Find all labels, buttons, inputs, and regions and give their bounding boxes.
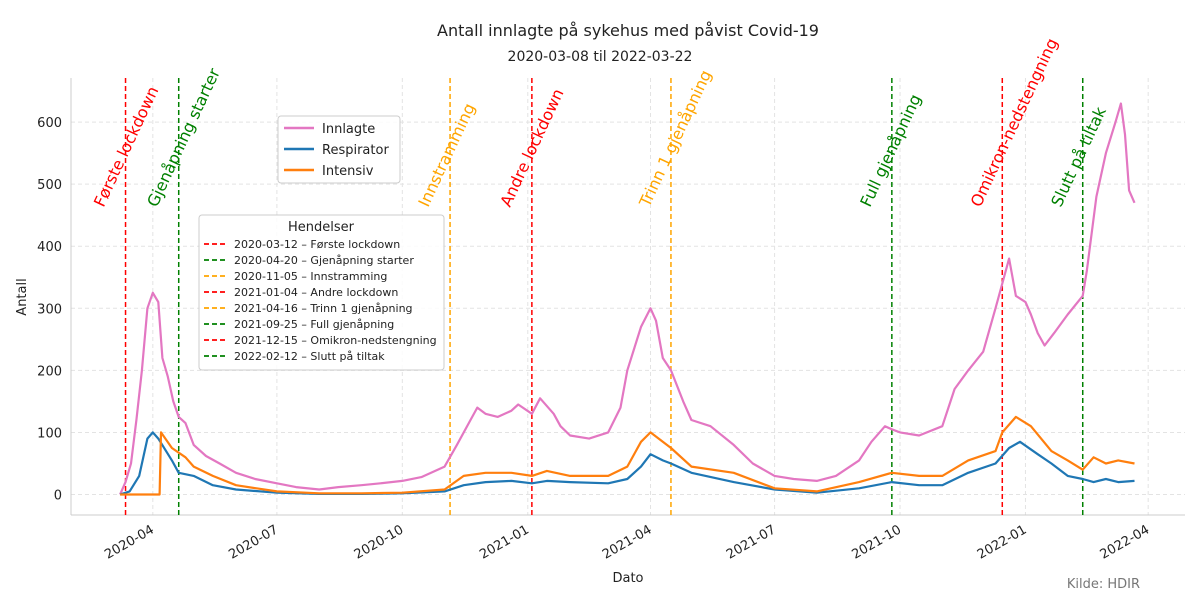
legend-label: Respirator [322, 143, 389, 158]
event-legend-label: 2020-11-05 – Innstramming [234, 270, 387, 283]
series-line-intensiv [120, 415, 1135, 496]
x-tick-label: 2021-10 [849, 522, 904, 562]
event-legend-label: 2021-04-16 – Trinn 1 gjenåpning [234, 302, 413, 315]
event-label: Gjenåpning starter [143, 65, 224, 210]
event-label: Innstramming [414, 100, 479, 209]
event-legend-label: 2020-03-12 – Første lockdown [234, 238, 400, 251]
events-legend-box [198, 214, 445, 371]
source-note: Kilde: HDIR [1067, 577, 1140, 592]
y-tick-label: 200 [37, 364, 62, 379]
event-legend-label: 2020-04-20 – Gjenåpning starter [234, 254, 414, 267]
events-legend: Hendelser 2020-03-12 – Første lockdown 202… [198, 214, 445, 371]
x-axis-label: Dato [612, 571, 643, 586]
legend-label: Intensiv [322, 164, 374, 179]
y-tick-label: 300 [37, 302, 62, 317]
legend-label: Innlagte [322, 122, 375, 137]
series-legend-box [277, 115, 401, 184]
chart-title: Antall innlagte på sykehus med påvist Co… [437, 21, 819, 40]
event-label: Slutt på tiltak [1047, 103, 1110, 210]
event-legend-label: 2022-02-12 – Slutt på tiltak [234, 350, 385, 363]
series-legend: Innlagte Respirator Intensiv [277, 115, 401, 184]
y-tick-label: 600 [37, 116, 62, 131]
event-legend-label: 2021-12-15 – Omikron-nedstengning [234, 334, 437, 347]
x-tick-label: 2021-07 [724, 522, 779, 562]
x-tick-label: 2021-04 [600, 522, 655, 562]
events-legend-title: Hendelser [288, 220, 355, 235]
y-tick-label: 100 [37, 426, 62, 441]
y-tick-label: 500 [37, 178, 62, 193]
x-tick-label: 2020-04 [102, 522, 157, 562]
y-axis-label: Antall [15, 278, 30, 315]
x-tick-label: 2022-01 [975, 522, 1030, 562]
series-line-respirator [119, 431, 1135, 496]
chart-subtitle: 2020-03-08 til 2022-03-22 [508, 49, 693, 65]
event-legend-label: 2021-01-04 – Andre lockdown [234, 286, 398, 299]
x-tick-label: 2022-04 [1098, 522, 1153, 562]
series-line-innlagte [119, 102, 1136, 495]
x-tick-label: 2020-07 [226, 522, 281, 562]
y-tick-label: 0 [54, 489, 62, 504]
x-tick-label: 2020-10 [352, 522, 407, 562]
event-legend-label: 2021-09-25 – Full gjenåpning [234, 318, 394, 331]
event-label: Trinn 1 gjenåpning [635, 67, 715, 211]
x-tick-label: 2021-01 [477, 522, 532, 562]
event-label: Full gjenåpning [856, 91, 925, 209]
y-tick-label: 400 [37, 240, 62, 255]
